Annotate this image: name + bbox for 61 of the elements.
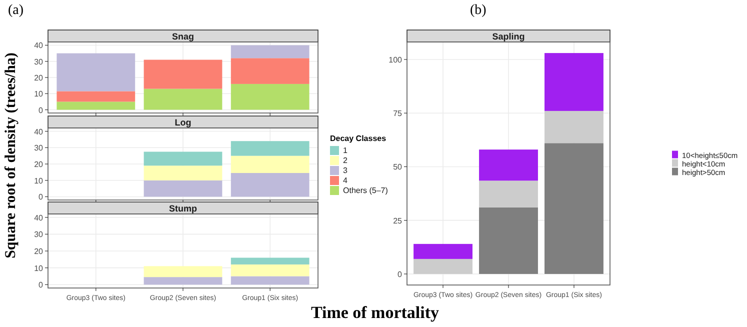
legend-label: Others (5–7): [343, 186, 388, 195]
bar: [56, 53, 136, 92]
bar: [230, 276, 310, 285]
bar: [56, 102, 136, 110]
bar: [230, 156, 310, 173]
y-tick-label: 75: [393, 109, 403, 118]
bar: [230, 58, 310, 84]
chart-title: Log: [174, 118, 192, 128]
bar: [230, 258, 310, 264]
y-tick-label: 0: [38, 280, 44, 290]
bar: [144, 88, 222, 110]
bar: [479, 207, 538, 274]
bar: [230, 84, 310, 110]
bar: [144, 180, 222, 197]
legend-label: 3: [343, 166, 348, 175]
chart-title: Stump: [169, 204, 198, 214]
y-tick-label: 40: [34, 41, 44, 50]
y-tick-label: 0: [38, 106, 44, 115]
y-tick-label: 50: [393, 162, 403, 172]
y-tick-label: 20: [34, 74, 44, 82]
bar: [56, 91, 136, 102]
y-tick-label: 40: [34, 127, 44, 136]
y-tick-label: 0: [398, 270, 403, 279]
y-tick-label: 0: [38, 192, 44, 202]
bar: [230, 141, 310, 156]
y-tick-label: 40: [34, 213, 44, 222]
bar: [479, 150, 538, 181]
bar: [544, 110, 604, 144]
legend-label: 2: [343, 156, 348, 165]
bar: [144, 60, 222, 89]
legend-title: Decay Classes: [330, 134, 387, 143]
y-axis-title: Square root of density (trees/ha): [3, 52, 19, 258]
bar: [144, 277, 222, 285]
text: (a): [8, 3, 24, 18]
chart-title: Sapling: [492, 32, 525, 42]
y-tick-label: 100: [388, 55, 403, 64]
legend-label: 1: [343, 146, 348, 155]
y-tick-label: 25: [393, 216, 403, 226]
bar: [544, 143, 604, 274]
bar: [144, 266, 222, 278]
y-tick-label: 20: [34, 247, 44, 256]
bar: [414, 244, 472, 259]
bar: [544, 53, 604, 111]
text: (b): [470, 3, 487, 18]
chart-title: Snag: [172, 32, 194, 42]
bar: [144, 166, 222, 180]
y-tick-label: 30: [34, 57, 44, 66]
legend-label: 4: [343, 176, 348, 185]
y-tick-label: 10: [34, 176, 44, 186]
y-tick-label: 30: [34, 230, 44, 240]
bar: [230, 173, 310, 197]
x-axis-title: Time of mortality: [310, 303, 440, 322]
bar: [144, 152, 222, 166]
y-tick-label: 10: [34, 264, 44, 273]
y-tick-label: 20: [34, 160, 44, 169]
y-tick-label: 30: [34, 144, 44, 153]
y-tick-label: 10: [34, 90, 44, 99]
bar: [479, 180, 538, 208]
bar: [230, 264, 310, 276]
bar: [230, 45, 310, 58]
bar: [414, 258, 472, 274]
